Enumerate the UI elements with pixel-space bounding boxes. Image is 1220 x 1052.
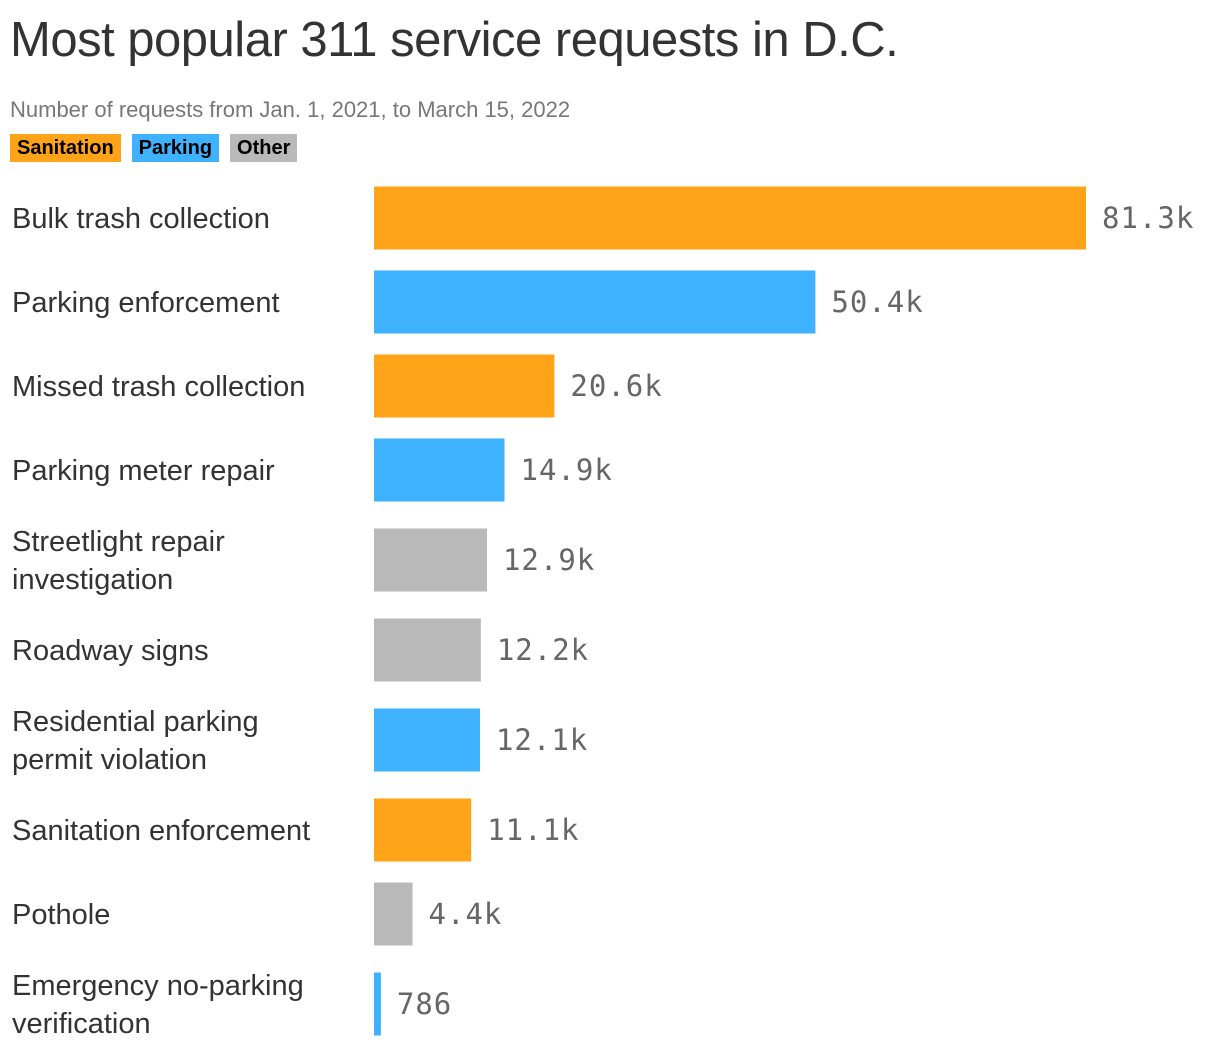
- category-label: Missed trash collection: [12, 371, 305, 403]
- value-label: 12.2k: [497, 633, 589, 667]
- chart-title: Most popular 311 service requests in D.C…: [10, 13, 899, 67]
- bar: [374, 618, 481, 682]
- bar: [374, 708, 480, 772]
- bar: [374, 882, 413, 946]
- category-label: permit violation: [12, 744, 207, 776]
- bar: [374, 528, 487, 592]
- category-label: Streetlight repair: [12, 526, 225, 558]
- category-label: Residential parking: [12, 706, 259, 738]
- legend-item-other: Other: [230, 134, 298, 162]
- category-label: Pothole: [12, 899, 110, 931]
- bar: [374, 186, 1086, 250]
- category-label: Parking meter repair: [12, 455, 275, 487]
- value-label: 12.1k: [496, 723, 588, 757]
- value-label: 11.1k: [487, 813, 579, 847]
- value-label: 50.4k: [831, 285, 923, 319]
- bar: [374, 798, 472, 862]
- category-label: Emergency no-parking: [12, 970, 304, 1002]
- legend: Sanitation Parking Other: [10, 134, 298, 162]
- legend-item-parking: Parking: [131, 134, 220, 162]
- category-label: investigation: [12, 564, 173, 596]
- bar: [374, 438, 505, 502]
- category-label: Bulk trash collection: [12, 203, 270, 235]
- legend-item-sanitation: Sanitation: [10, 134, 121, 162]
- bar: [374, 972, 381, 1036]
- category-label: Sanitation enforcement: [12, 815, 310, 847]
- category-label: Parking enforcement: [12, 287, 280, 319]
- category-label: Roadway signs: [12, 635, 209, 667]
- value-label: 14.9k: [520, 453, 612, 487]
- value-label: 4.4k: [429, 897, 503, 931]
- value-label: 81.3k: [1102, 201, 1194, 235]
- chart-subtitle: Number of requests from Jan. 1, 2021, to…: [10, 97, 571, 122]
- value-label: 12.9k: [503, 543, 595, 577]
- category-label: verification: [12, 1008, 151, 1040]
- bar: [374, 354, 555, 418]
- value-label: 786: [397, 987, 452, 1021]
- value-label: 20.6k: [570, 369, 662, 403]
- bar: [374, 270, 816, 334]
